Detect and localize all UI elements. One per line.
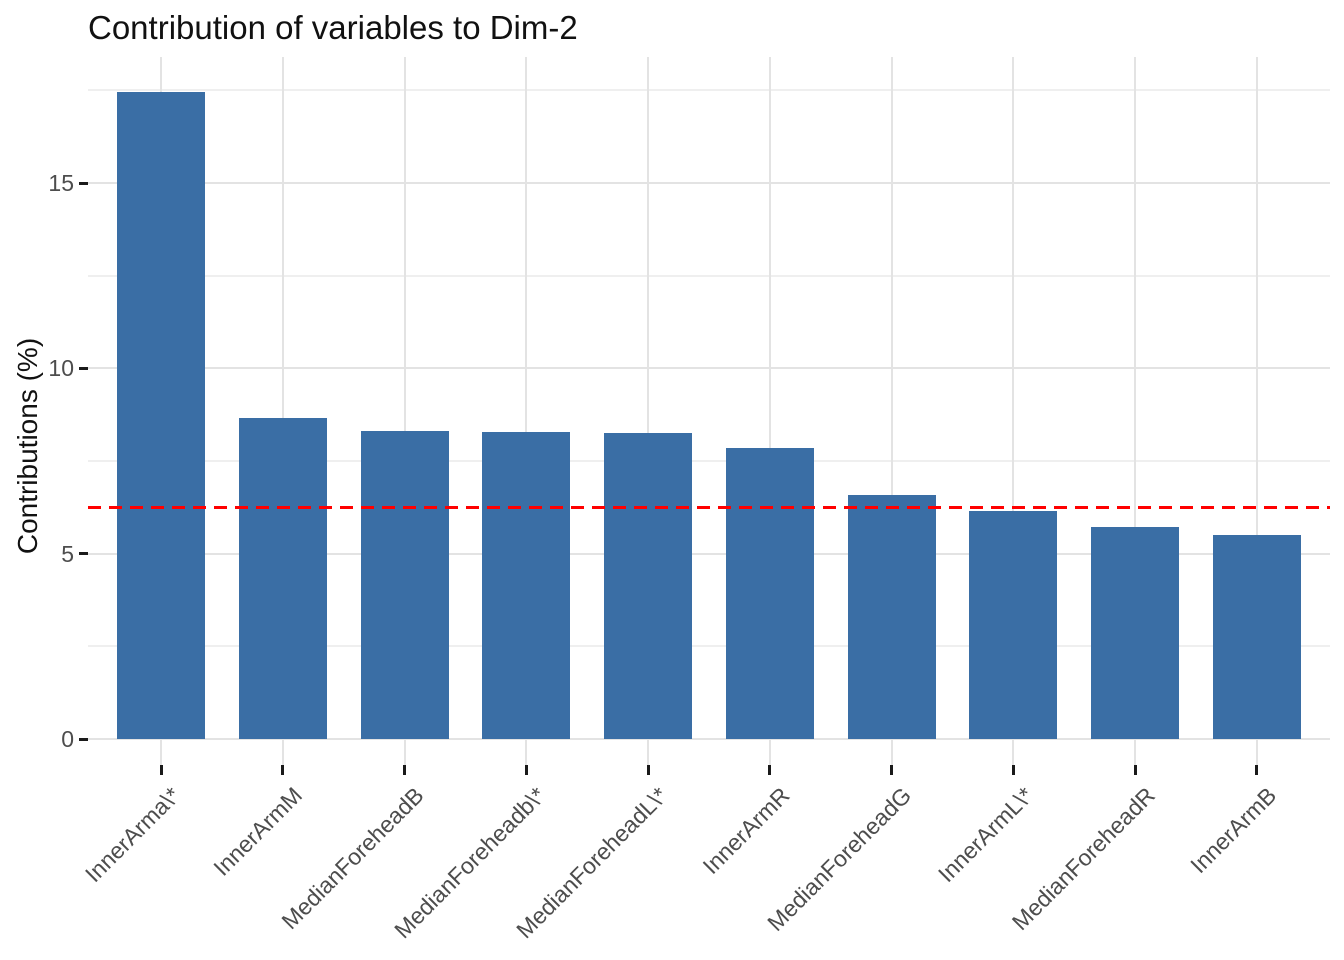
gridline-vertical	[768, 57, 771, 765]
gridline-major-horizontal	[88, 182, 1330, 185]
y-tick-mark	[79, 366, 88, 370]
gridline-major-horizontal	[88, 552, 1330, 555]
x-tick-label: InnerArmL\*	[932, 782, 1038, 888]
y-tick-mark	[79, 181, 88, 185]
gridline-minor-horizontal	[88, 274, 1330, 277]
bar-MedianForeheadb\*	[482, 432, 571, 740]
x-tick-mark	[646, 765, 650, 775]
y-tick-label: 10	[48, 355, 74, 382]
y-tick-mark	[79, 552, 88, 556]
gridline-vertical	[403, 57, 406, 765]
x-tick-label: InnerArmM	[208, 782, 308, 881]
x-tick-mark	[890, 765, 894, 775]
gridline-minor-horizontal	[88, 645, 1330, 648]
gridline-vertical	[1255, 57, 1258, 765]
bar-InnerArmL\*	[969, 510, 1058, 740]
bar-MedianForeheadG	[847, 494, 936, 740]
y-tick-label: 15	[48, 170, 74, 197]
x-tick-mark	[1255, 765, 1259, 775]
gridline-major-horizontal	[88, 367, 1330, 370]
x-tick-mark	[768, 765, 772, 775]
y-tick-label: 0	[61, 726, 74, 753]
gridline-vertical	[1012, 57, 1015, 765]
gridline-major-horizontal	[88, 738, 1330, 741]
gridline-minor-horizontal	[88, 89, 1330, 92]
y-tick-label: 5	[61, 540, 74, 567]
x-tick-mark	[1011, 765, 1015, 775]
bar-InnerArmM	[238, 418, 327, 740]
x-tick-mark	[524, 765, 528, 775]
y-tick-mark	[79, 737, 88, 741]
x-tick-label: InnerArma\*	[80, 782, 186, 888]
x-tick-mark	[403, 765, 407, 775]
average-contribution-reference-line	[88, 505, 1330, 509]
bar-InnerArmB	[1212, 534, 1301, 740]
chart-title: Contribution of variables to Dim-2	[88, 9, 578, 46]
x-tick-mark	[281, 765, 285, 775]
bar-InnerArmR	[725, 448, 814, 740]
gridline-vertical	[525, 57, 528, 765]
gridline-vertical	[1134, 57, 1137, 765]
x-tick-mark	[1133, 765, 1137, 775]
y-axis-title: Contributions (%)	[12, 337, 43, 555]
x-tick-label: InnerArmR	[697, 782, 795, 880]
x-tick-mark	[159, 765, 163, 775]
x-tick-label: InnerArmB	[1185, 782, 1282, 879]
gridline-vertical	[281, 57, 284, 765]
bar-InnerArma\*	[117, 92, 206, 740]
bar-MedianForeheadB	[360, 431, 449, 740]
bar-MedianForeheadR	[1091, 526, 1180, 740]
gridline-vertical	[890, 57, 893, 765]
gridline-vertical	[647, 57, 650, 765]
gridline-minor-horizontal	[88, 460, 1330, 463]
bar-MedianForeheadL\*	[604, 433, 693, 740]
